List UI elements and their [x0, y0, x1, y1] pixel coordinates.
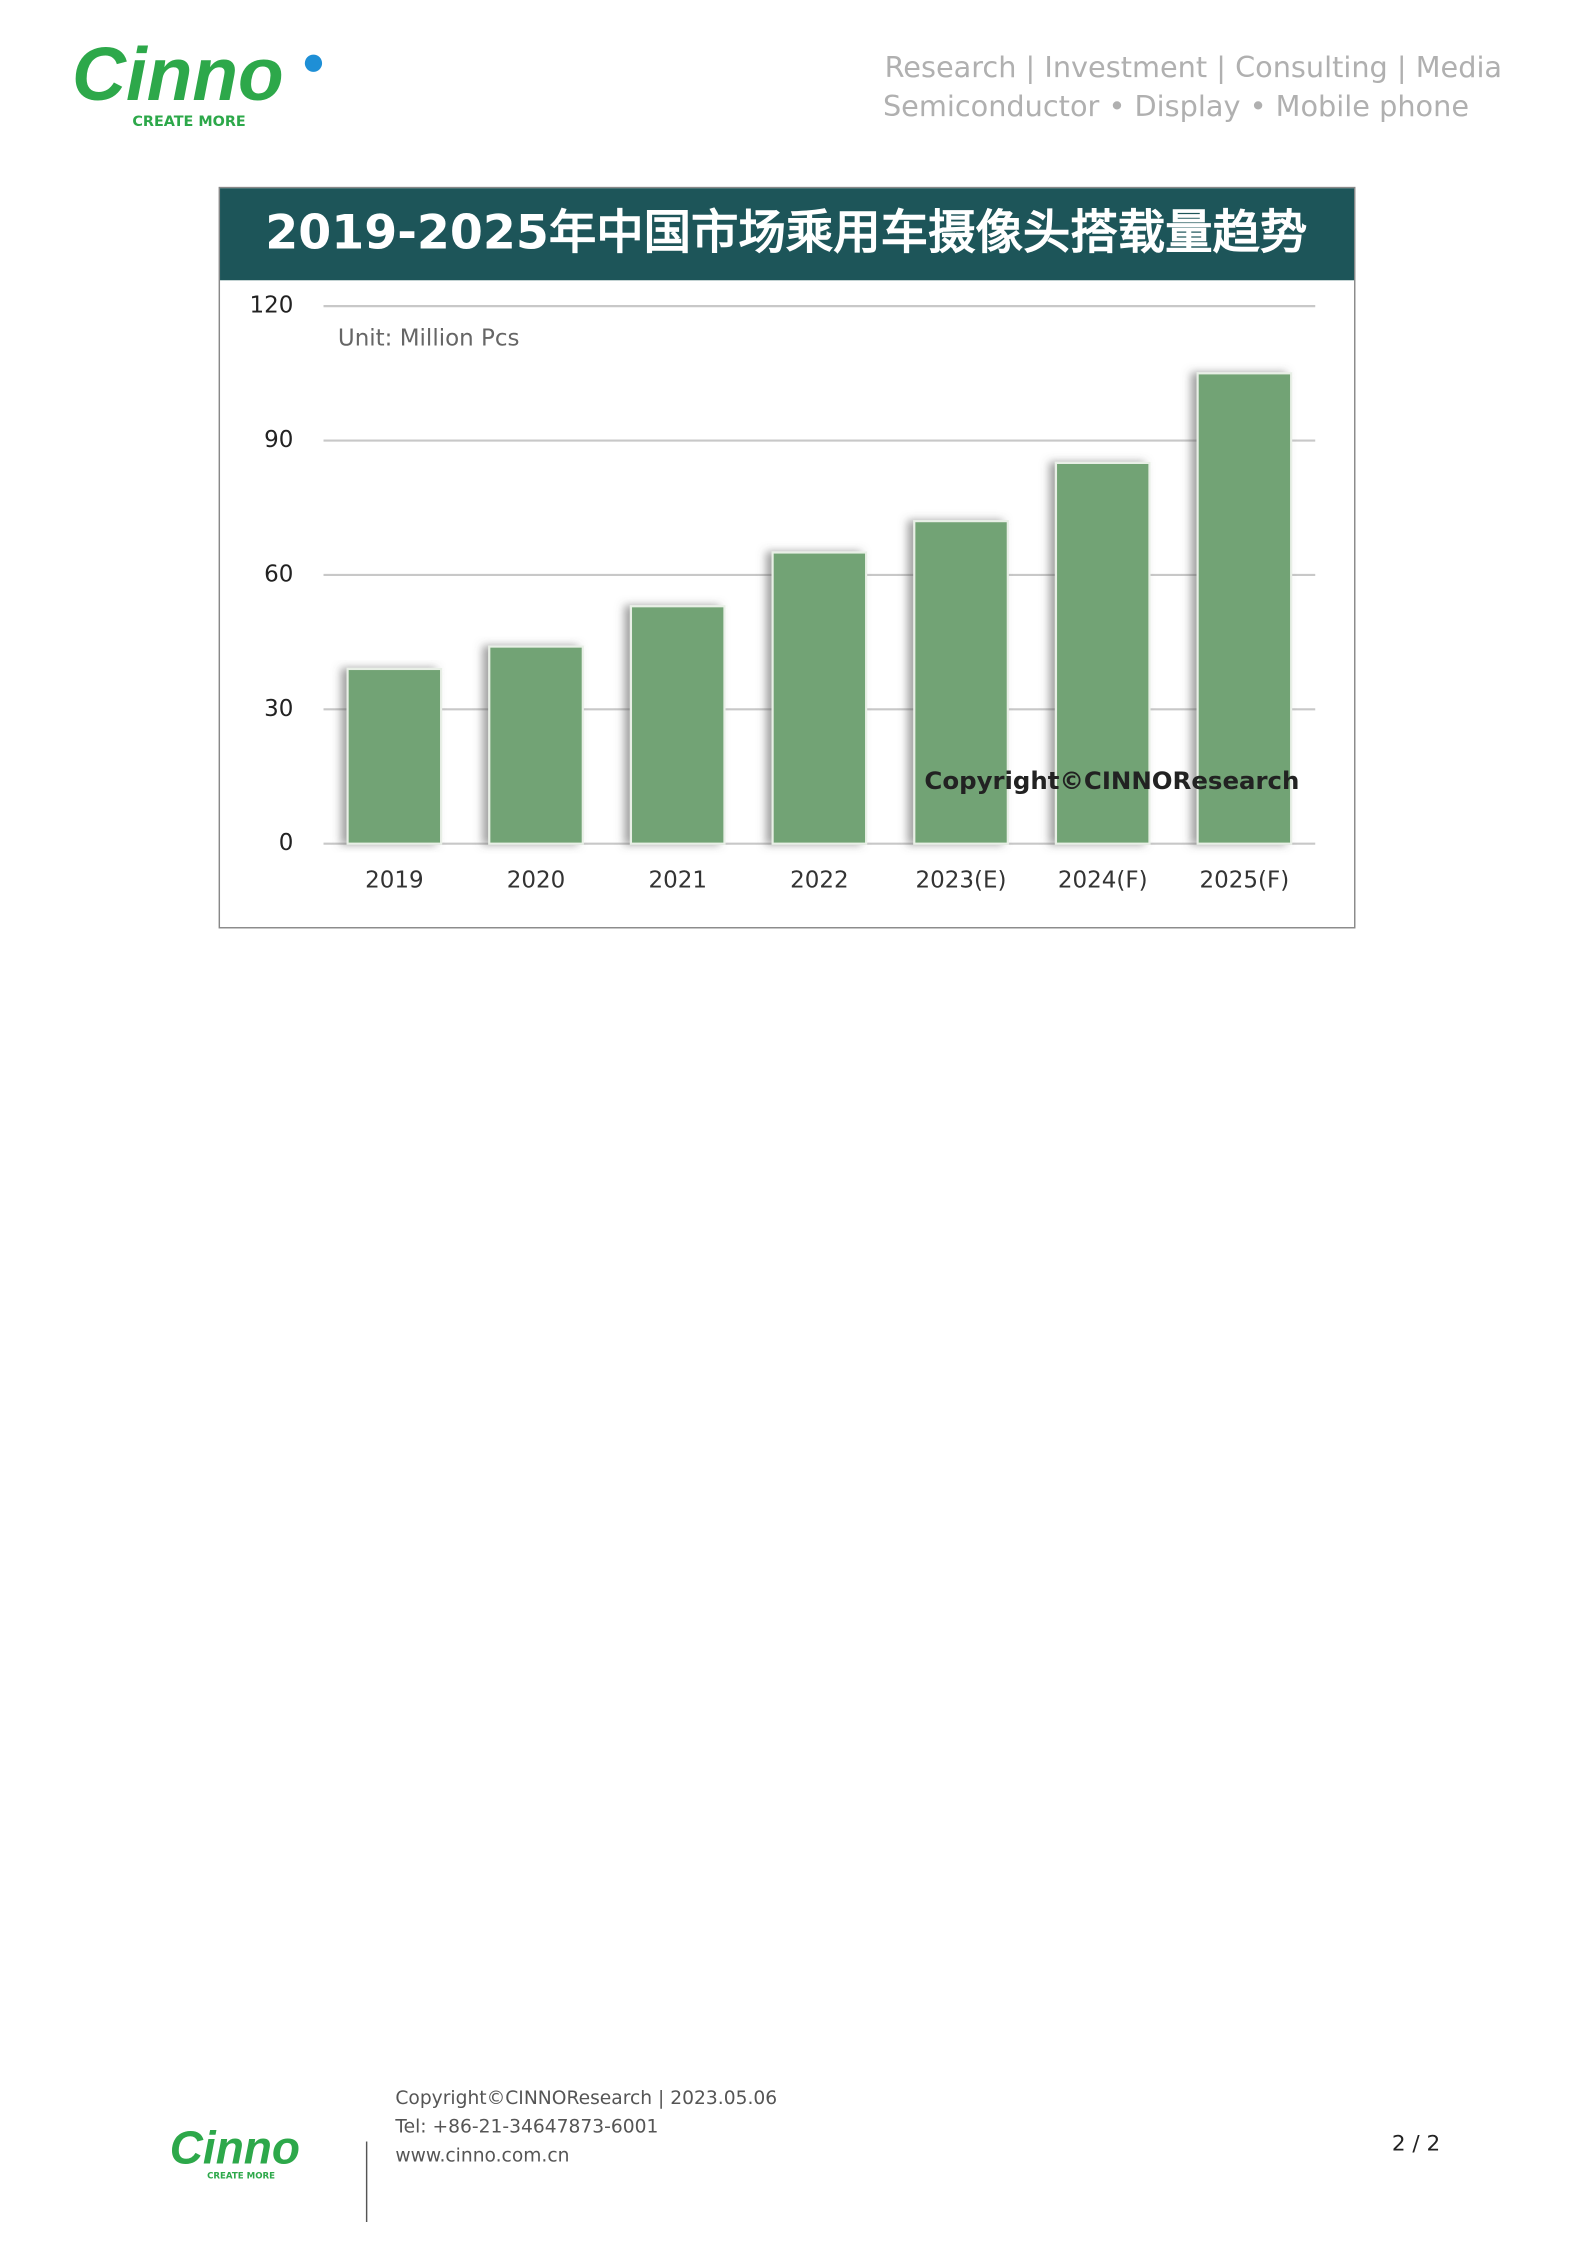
header-services: Research | Investment | Consulting | Med… — [885, 50, 1502, 84]
bar — [346, 667, 443, 845]
chart-title: 2019-2025年中国市场乘用车摄像头搭载量趋势 — [265, 206, 1307, 261]
x-tick-label: 2019 — [365, 868, 424, 894]
footer-logo-tagline: CREATE MORE — [207, 2172, 275, 2182]
y-tick-label: 120 — [249, 293, 293, 319]
y-tick-label: 90 — [264, 427, 293, 453]
x-tick-label: 2022 — [790, 868, 849, 894]
x-tick-label: 2023(E) — [916, 868, 1007, 894]
y-tick-label: 0 — [279, 830, 294, 856]
header-logo-tagline: CREATE MORE — [132, 114, 245, 130]
x-tick-label: 2025(F) — [1200, 868, 1290, 894]
footer-copyright: Copyright©CINNOResearch | 2023.05.06 — [395, 2088, 777, 2109]
x-tick-label: 2024(F) — [1058, 868, 1148, 894]
x-tick-label: 2021 — [648, 868, 707, 894]
bar — [913, 520, 1009, 845]
footer-logo: Cinno — [170, 2122, 300, 2174]
watermark: Copyright©CINNOResearch — [924, 766, 1299, 795]
unit-label: Unit: Million Pcs — [338, 326, 520, 352]
page-number: 2 / 2 — [1392, 2131, 1440, 2156]
chart-title-bar — [220, 188, 1355, 281]
header-logo: Cinno — [72, 32, 284, 116]
bar — [1196, 372, 1293, 845]
bar — [488, 645, 584, 845]
x-tick-label: 2020 — [507, 868, 566, 894]
footer-tel: Tel: +86-21-34647873-6001 — [394, 2117, 658, 2138]
plot: 0 30 60 90 120 2019 2020 2021 2022 2023(E) 2024(F)… — [249, 293, 1316, 894]
bar — [771, 551, 868, 845]
header-fields: Semiconductor • Display • Mobile phone — [883, 89, 1469, 123]
footer-website: www.cinno.com.cn — [395, 2145, 569, 2166]
y-tick-label: 30 — [264, 696, 293, 722]
bar — [629, 605, 726, 845]
bar — [1054, 461, 1151, 845]
y-tick-label: 60 — [264, 561, 293, 587]
logo-dot — [304, 54, 323, 72]
